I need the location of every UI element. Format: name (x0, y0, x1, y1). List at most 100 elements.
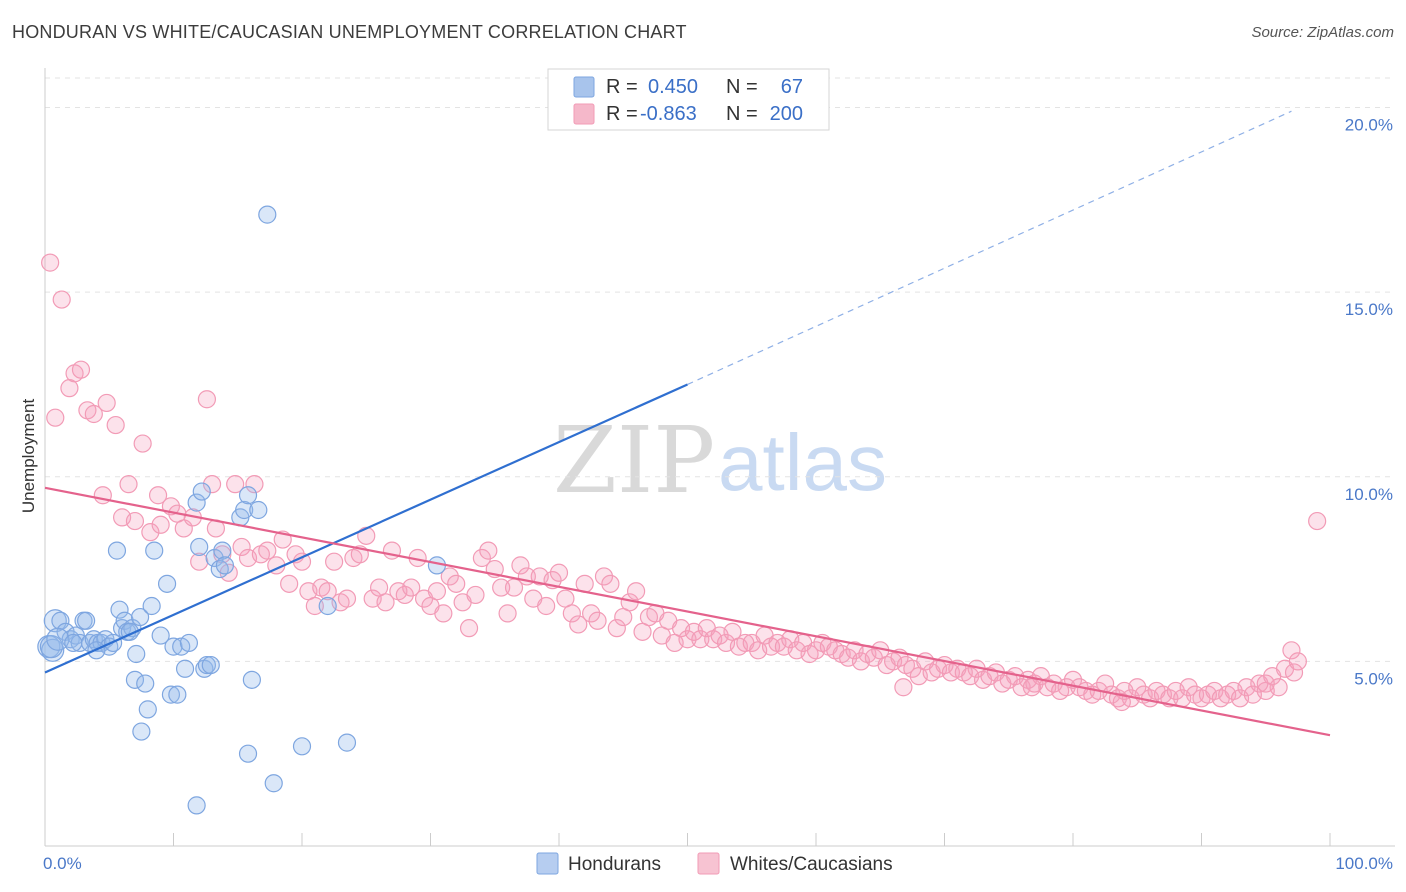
honduran-point (292, 737, 312, 756)
white-point (337, 589, 357, 608)
honduran-point (242, 670, 261, 689)
watermark-zip: ZIP (553, 407, 715, 514)
white-point (1112, 692, 1131, 712)
white-point (125, 511, 145, 531)
legend-n-value: 200 (770, 103, 803, 125)
y-tick-label: 10.0% (1345, 485, 1393, 504)
honduran-point (187, 493, 206, 512)
honduran-point (175, 659, 195, 678)
white-point (280, 574, 299, 593)
white-point (357, 526, 376, 545)
honduran-point (190, 537, 209, 557)
white-point (1308, 511, 1327, 531)
white-point (325, 552, 344, 571)
white-point (84, 404, 103, 424)
honduran-point (238, 486, 258, 505)
honduran-trend-line (44, 383, 688, 674)
white-point (97, 393, 116, 413)
white-point (52, 290, 71, 309)
white-point (245, 475, 264, 494)
white-point (318, 582, 337, 601)
series-legend: Hondurans Whites/Caucasians (536, 852, 893, 875)
white-point (119, 475, 138, 494)
x-tick-label-min: 0.0% (43, 854, 82, 873)
trend-lines (44, 110, 1331, 737)
watermark-atlas: atlas (718, 418, 887, 507)
white-point (71, 360, 91, 379)
honduran-point (179, 633, 199, 653)
honduran-point (215, 556, 234, 575)
legend-n-value: 67 (781, 76, 803, 98)
source-label: Source: ZipAtlas.com (1251, 24, 1394, 41)
white-point (1282, 641, 1301, 660)
white-point (46, 408, 65, 427)
white-point (498, 604, 517, 623)
white-point (447, 574, 466, 593)
legend-n-label: N = (726, 103, 758, 125)
honduran-point (318, 596, 337, 616)
honduran-point (235, 500, 254, 520)
honduran-point (77, 611, 96, 630)
honduran-point (187, 796, 206, 815)
white-point (41, 253, 60, 272)
honduran-point (337, 733, 357, 752)
legend-label-hondurans: Hondurans (568, 854, 661, 875)
white-point (440, 567, 459, 586)
white-point (434, 604, 453, 623)
white-point (472, 548, 491, 568)
white-point (232, 537, 251, 557)
legend-swatch-whites (573, 103, 595, 125)
white-point (466, 585, 485, 605)
white-point (133, 434, 152, 453)
white-point (588, 611, 607, 630)
white-point (197, 390, 217, 409)
y-tick-label: 5.0% (1354, 669, 1393, 688)
white-point (190, 552, 209, 571)
honduran-point (46, 627, 70, 651)
legend-swatch-whites (697, 852, 720, 875)
white-point (106, 415, 125, 435)
honduran-point (213, 541, 232, 560)
white-trend-line (44, 486, 1331, 737)
honduran-point (107, 541, 127, 560)
honduran-trend-extension (687, 110, 1292, 386)
legend-r-label: R = (606, 103, 638, 125)
honduran-point (127, 644, 146, 664)
white-point (151, 515, 170, 534)
honduran-point (142, 596, 161, 616)
white-point (607, 619, 626, 638)
honduran-point (70, 633, 89, 653)
white-point (258, 541, 277, 560)
honduran-point (138, 700, 157, 719)
honduran-point (43, 609, 67, 633)
white-point (492, 578, 511, 597)
legend-r-value: 0.450 (648, 76, 698, 98)
white-point (582, 604, 601, 623)
white-point (148, 486, 168, 505)
white-point (459, 619, 479, 638)
honduran-point (130, 607, 150, 627)
white-point (202, 475, 222, 494)
white-point (1288, 652, 1307, 671)
legend-swatch-hondurans (536, 852, 559, 875)
white-point (226, 475, 245, 494)
series-hondurans (37, 205, 447, 815)
legend-swatch-hondurans (573, 76, 595, 98)
honduran-point (151, 626, 170, 645)
legend-n-label: N = (726, 76, 758, 98)
white-point (894, 678, 913, 697)
series-whites-caucasians (41, 253, 1327, 712)
honduran-point (201, 655, 220, 675)
honduran-point (258, 205, 277, 224)
honduran-point (238, 744, 258, 763)
honduran-point (168, 685, 187, 704)
honduran-point (249, 500, 268, 520)
y-tick-label: 20.0% (1345, 116, 1393, 135)
white-point (1284, 663, 1304, 682)
white-point (537, 596, 556, 616)
white-point (594, 567, 614, 586)
honduran-point (192, 482, 211, 501)
white-point (511, 556, 530, 575)
legend-r-value: -0.863 (640, 103, 697, 125)
white-point (305, 596, 324, 616)
